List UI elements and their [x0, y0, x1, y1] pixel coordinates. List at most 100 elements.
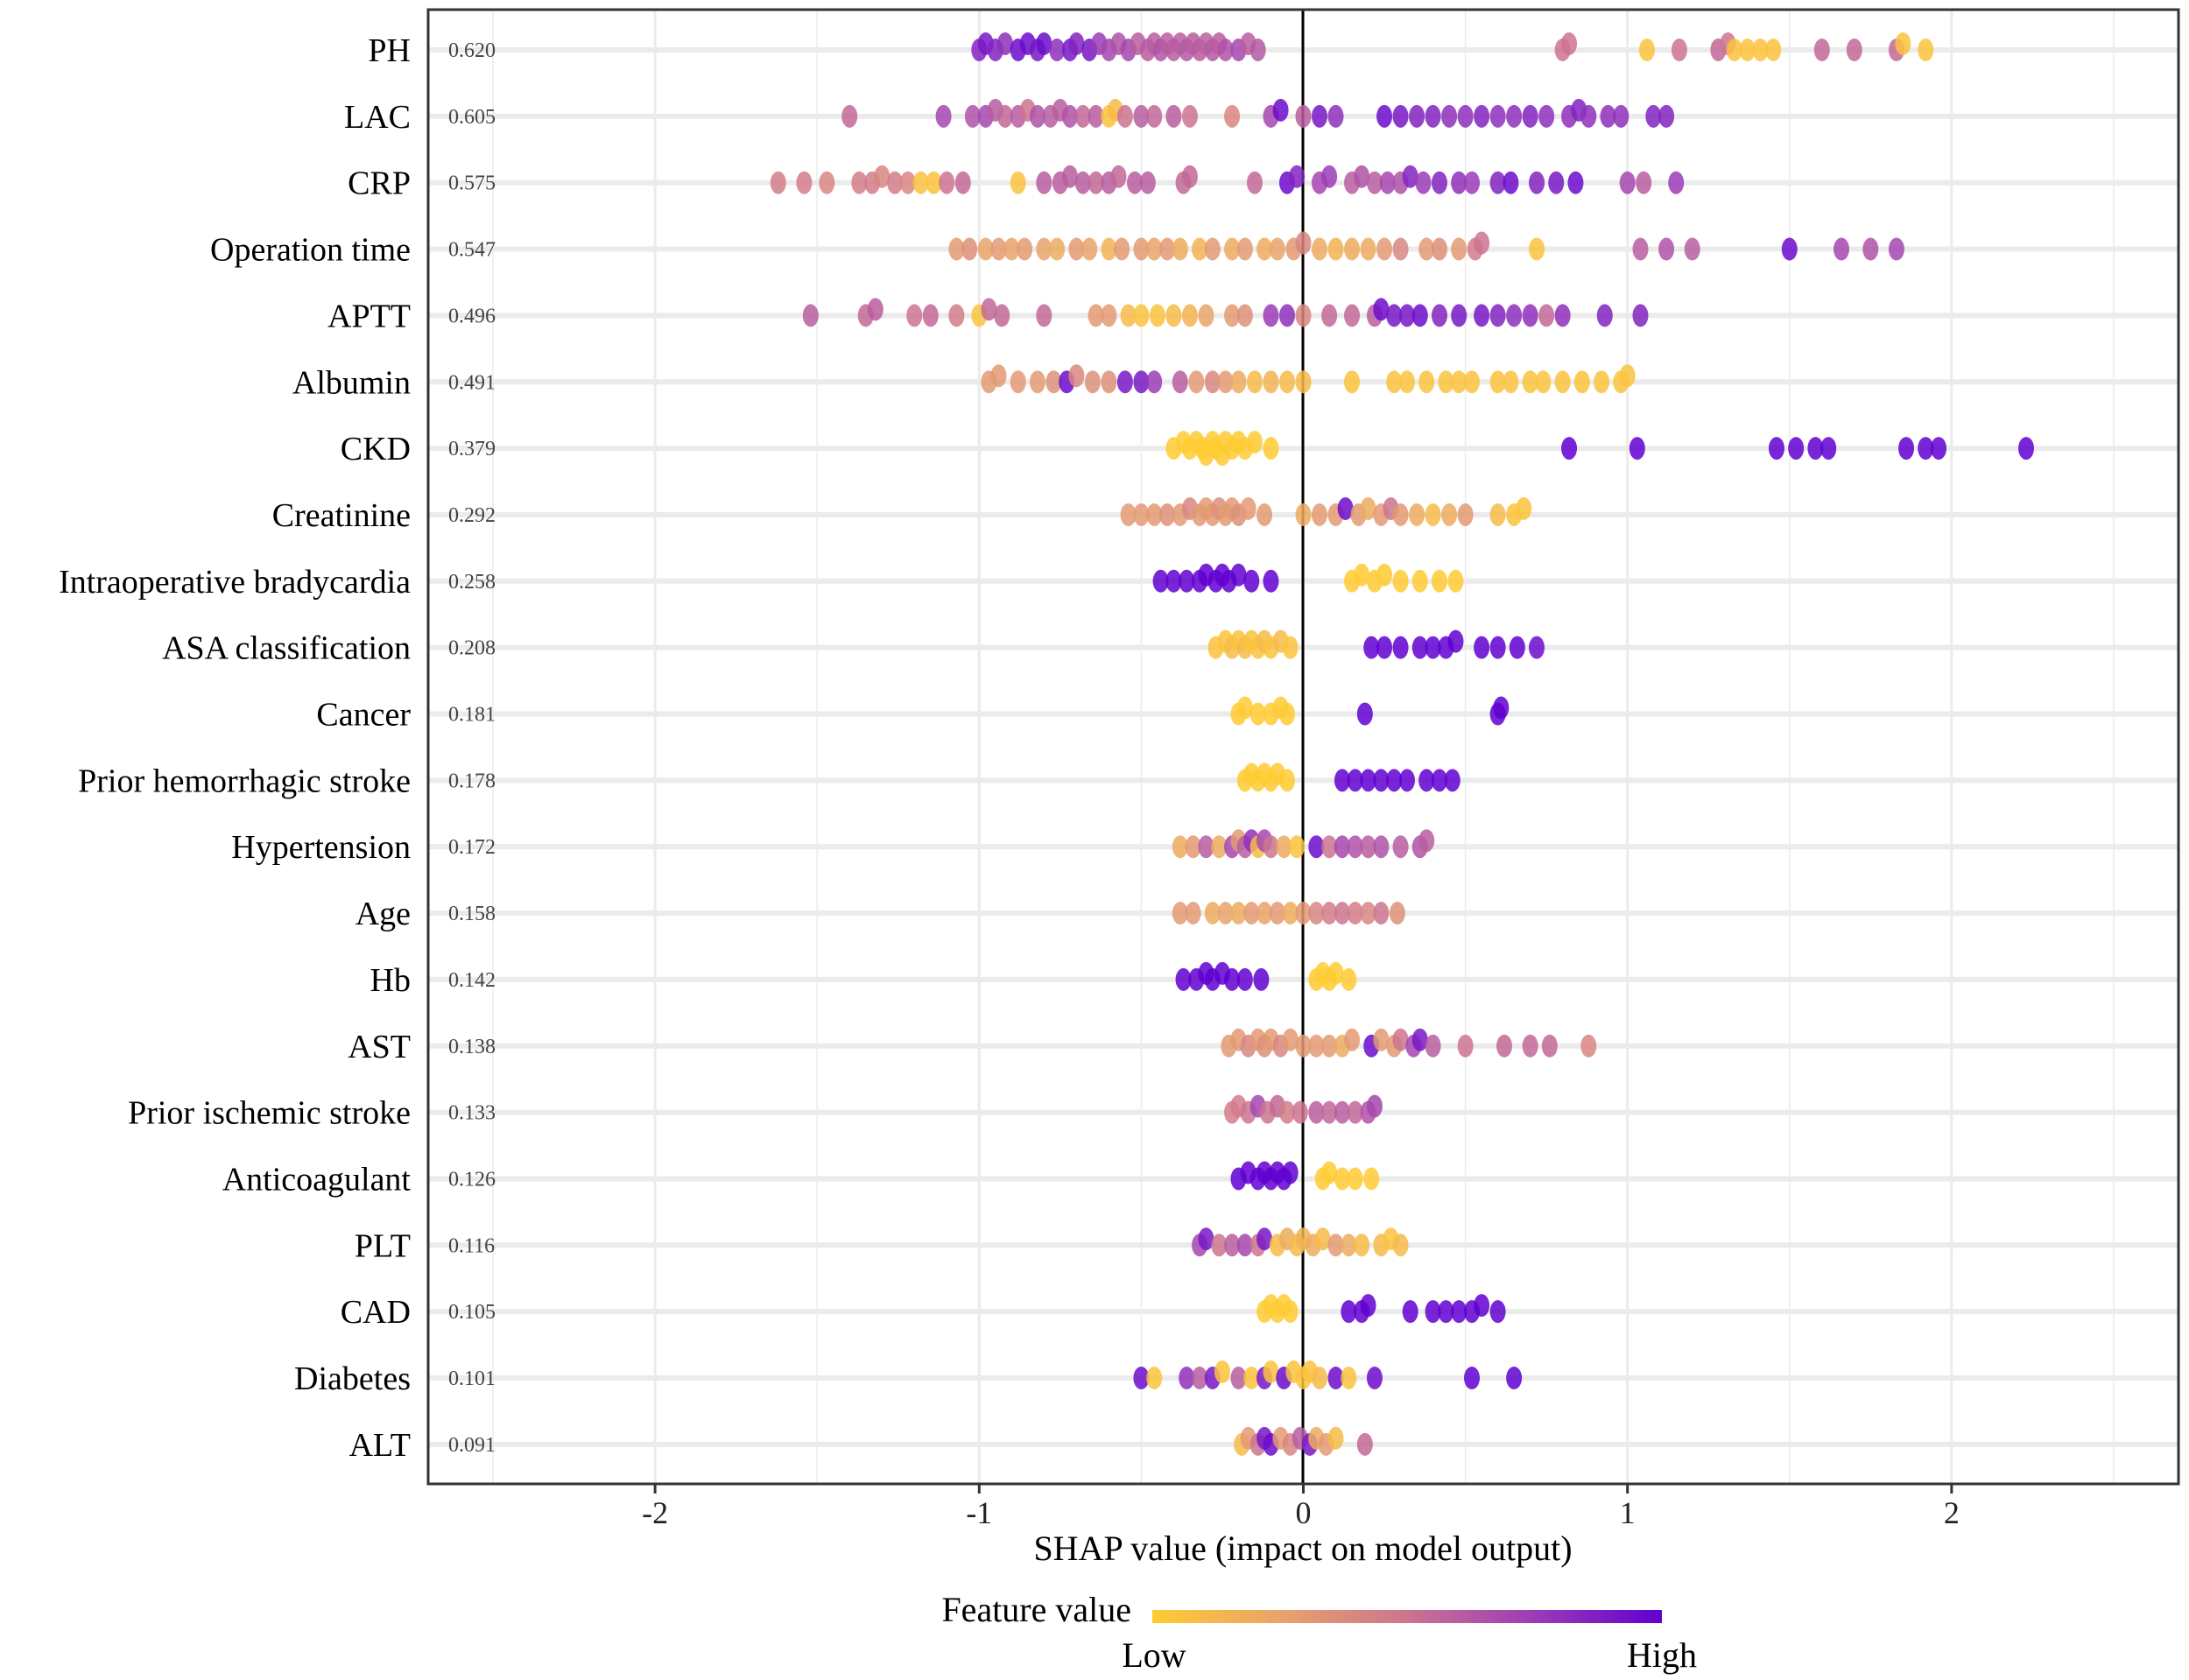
shap-point [1493, 696, 1510, 720]
shap-point [1846, 39, 1862, 61]
x-tick-label: -2 [642, 1495, 668, 1530]
shap-point [1739, 39, 1756, 61]
feature-importance-value: 0.126 [448, 1168, 496, 1191]
shap-point [1392, 237, 1409, 261]
shap-point [1376, 563, 1393, 587]
shap-point [1431, 304, 1447, 327]
shap-point [1243, 569, 1260, 593]
shap-point [1230, 1367, 1247, 1389]
shap-point [1278, 702, 1295, 726]
feature-importance-value: 0.105 [448, 1301, 496, 1324]
shap-point [1392, 1234, 1409, 1257]
shap-point [1496, 1034, 1513, 1058]
shap-point [1418, 370, 1435, 394]
shap-point [1087, 304, 1104, 327]
shap-point [1036, 304, 1052, 327]
shap-point [1392, 569, 1409, 593]
shap-point [1561, 437, 1578, 460]
shap-point [1522, 370, 1538, 394]
shap-point [1139, 171, 1156, 194]
shap-point [1425, 1034, 1441, 1058]
shap-point [994, 304, 1010, 327]
x-axis: -2 -1 0 1 2 [642, 1484, 1960, 1530]
shap-point [1204, 237, 1221, 261]
feature-label: ASA classification [162, 630, 411, 667]
shap-point [1489, 1300, 1506, 1324]
shap-point [1217, 39, 1234, 61]
shap-point [1110, 165, 1127, 188]
shap-point [1230, 370, 1247, 394]
feature-importance-value: 0.101 [448, 1367, 496, 1390]
shap-point [1282, 1300, 1299, 1324]
shap-point [1263, 1360, 1279, 1383]
shap-point [1541, 1034, 1558, 1058]
shap-point [1211, 835, 1228, 859]
shap-point [1506, 304, 1523, 327]
feature-label: Intraoperative bradycardia [59, 564, 411, 601]
feature-label: PLT [355, 1227, 411, 1264]
shap-point [874, 165, 890, 188]
shap-point [1463, 171, 1480, 194]
shap-point [1366, 1094, 1383, 1118]
shap-point [1360, 769, 1376, 792]
shap-point [1768, 437, 1784, 460]
feature-importance-value: 0.133 [448, 1102, 496, 1125]
shap-point [1425, 1300, 1441, 1324]
shap-point [1360, 902, 1376, 925]
shap-point [1263, 569, 1279, 593]
shap-point [1411, 636, 1428, 659]
shap-point [1594, 370, 1610, 394]
shap-point [1671, 39, 1687, 61]
shap-point [1425, 104, 1441, 128]
shap-point [1341, 1300, 1357, 1324]
shap-point [1529, 237, 1545, 261]
shap-point [1327, 104, 1344, 128]
feature-label: ALT [349, 1427, 411, 1464]
shap-point [1415, 171, 1432, 194]
shap-point [1172, 370, 1188, 394]
shap-point [1411, 569, 1428, 593]
feature-label: Prior ischemic stroke [128, 1095, 411, 1132]
shap-point [906, 304, 923, 327]
shap-point [1224, 304, 1241, 327]
shap-point [1409, 503, 1425, 526]
shap-point [1398, 370, 1415, 394]
shap-point [1638, 39, 1655, 61]
shap-point [1658, 237, 1675, 261]
shap-point [1726, 39, 1742, 61]
shap-point [1567, 171, 1584, 194]
shap-point [1308, 835, 1325, 859]
shap-point [1334, 769, 1350, 792]
shap-point [1321, 1161, 1338, 1184]
feature-label: Age [355, 896, 411, 932]
shap-point [1554, 304, 1571, 327]
shap-point [851, 171, 868, 194]
shap-point [1172, 237, 1188, 261]
shap-point [1366, 1367, 1383, 1389]
x-tick-label: -1 [966, 1495, 992, 1530]
shap-point [1101, 370, 1117, 394]
shap-point [1236, 1234, 1253, 1257]
shap-point [1931, 437, 1947, 460]
shap-point [1133, 503, 1150, 526]
shap-point [1179, 1367, 1195, 1389]
shap-point [1074, 104, 1091, 128]
shap-point [1074, 171, 1091, 194]
shap-point [1451, 370, 1468, 394]
feature-label: CAD [341, 1294, 411, 1331]
shap-point [1636, 171, 1652, 194]
shap-point [1347, 1100, 1363, 1124]
shap-point [899, 171, 916, 194]
shap-point [1813, 39, 1830, 61]
shap-point [1321, 902, 1338, 925]
legend-low-label: Low [1122, 1635, 1186, 1675]
shap-point [1185, 902, 1201, 925]
shap-point [1263, 437, 1279, 460]
shap-point [990, 237, 1007, 261]
shap-point [1185, 835, 1201, 859]
shap-point [1645, 104, 1662, 128]
shap-point [1489, 370, 1506, 394]
shap-point [887, 171, 904, 194]
shap-point [1181, 165, 1198, 188]
